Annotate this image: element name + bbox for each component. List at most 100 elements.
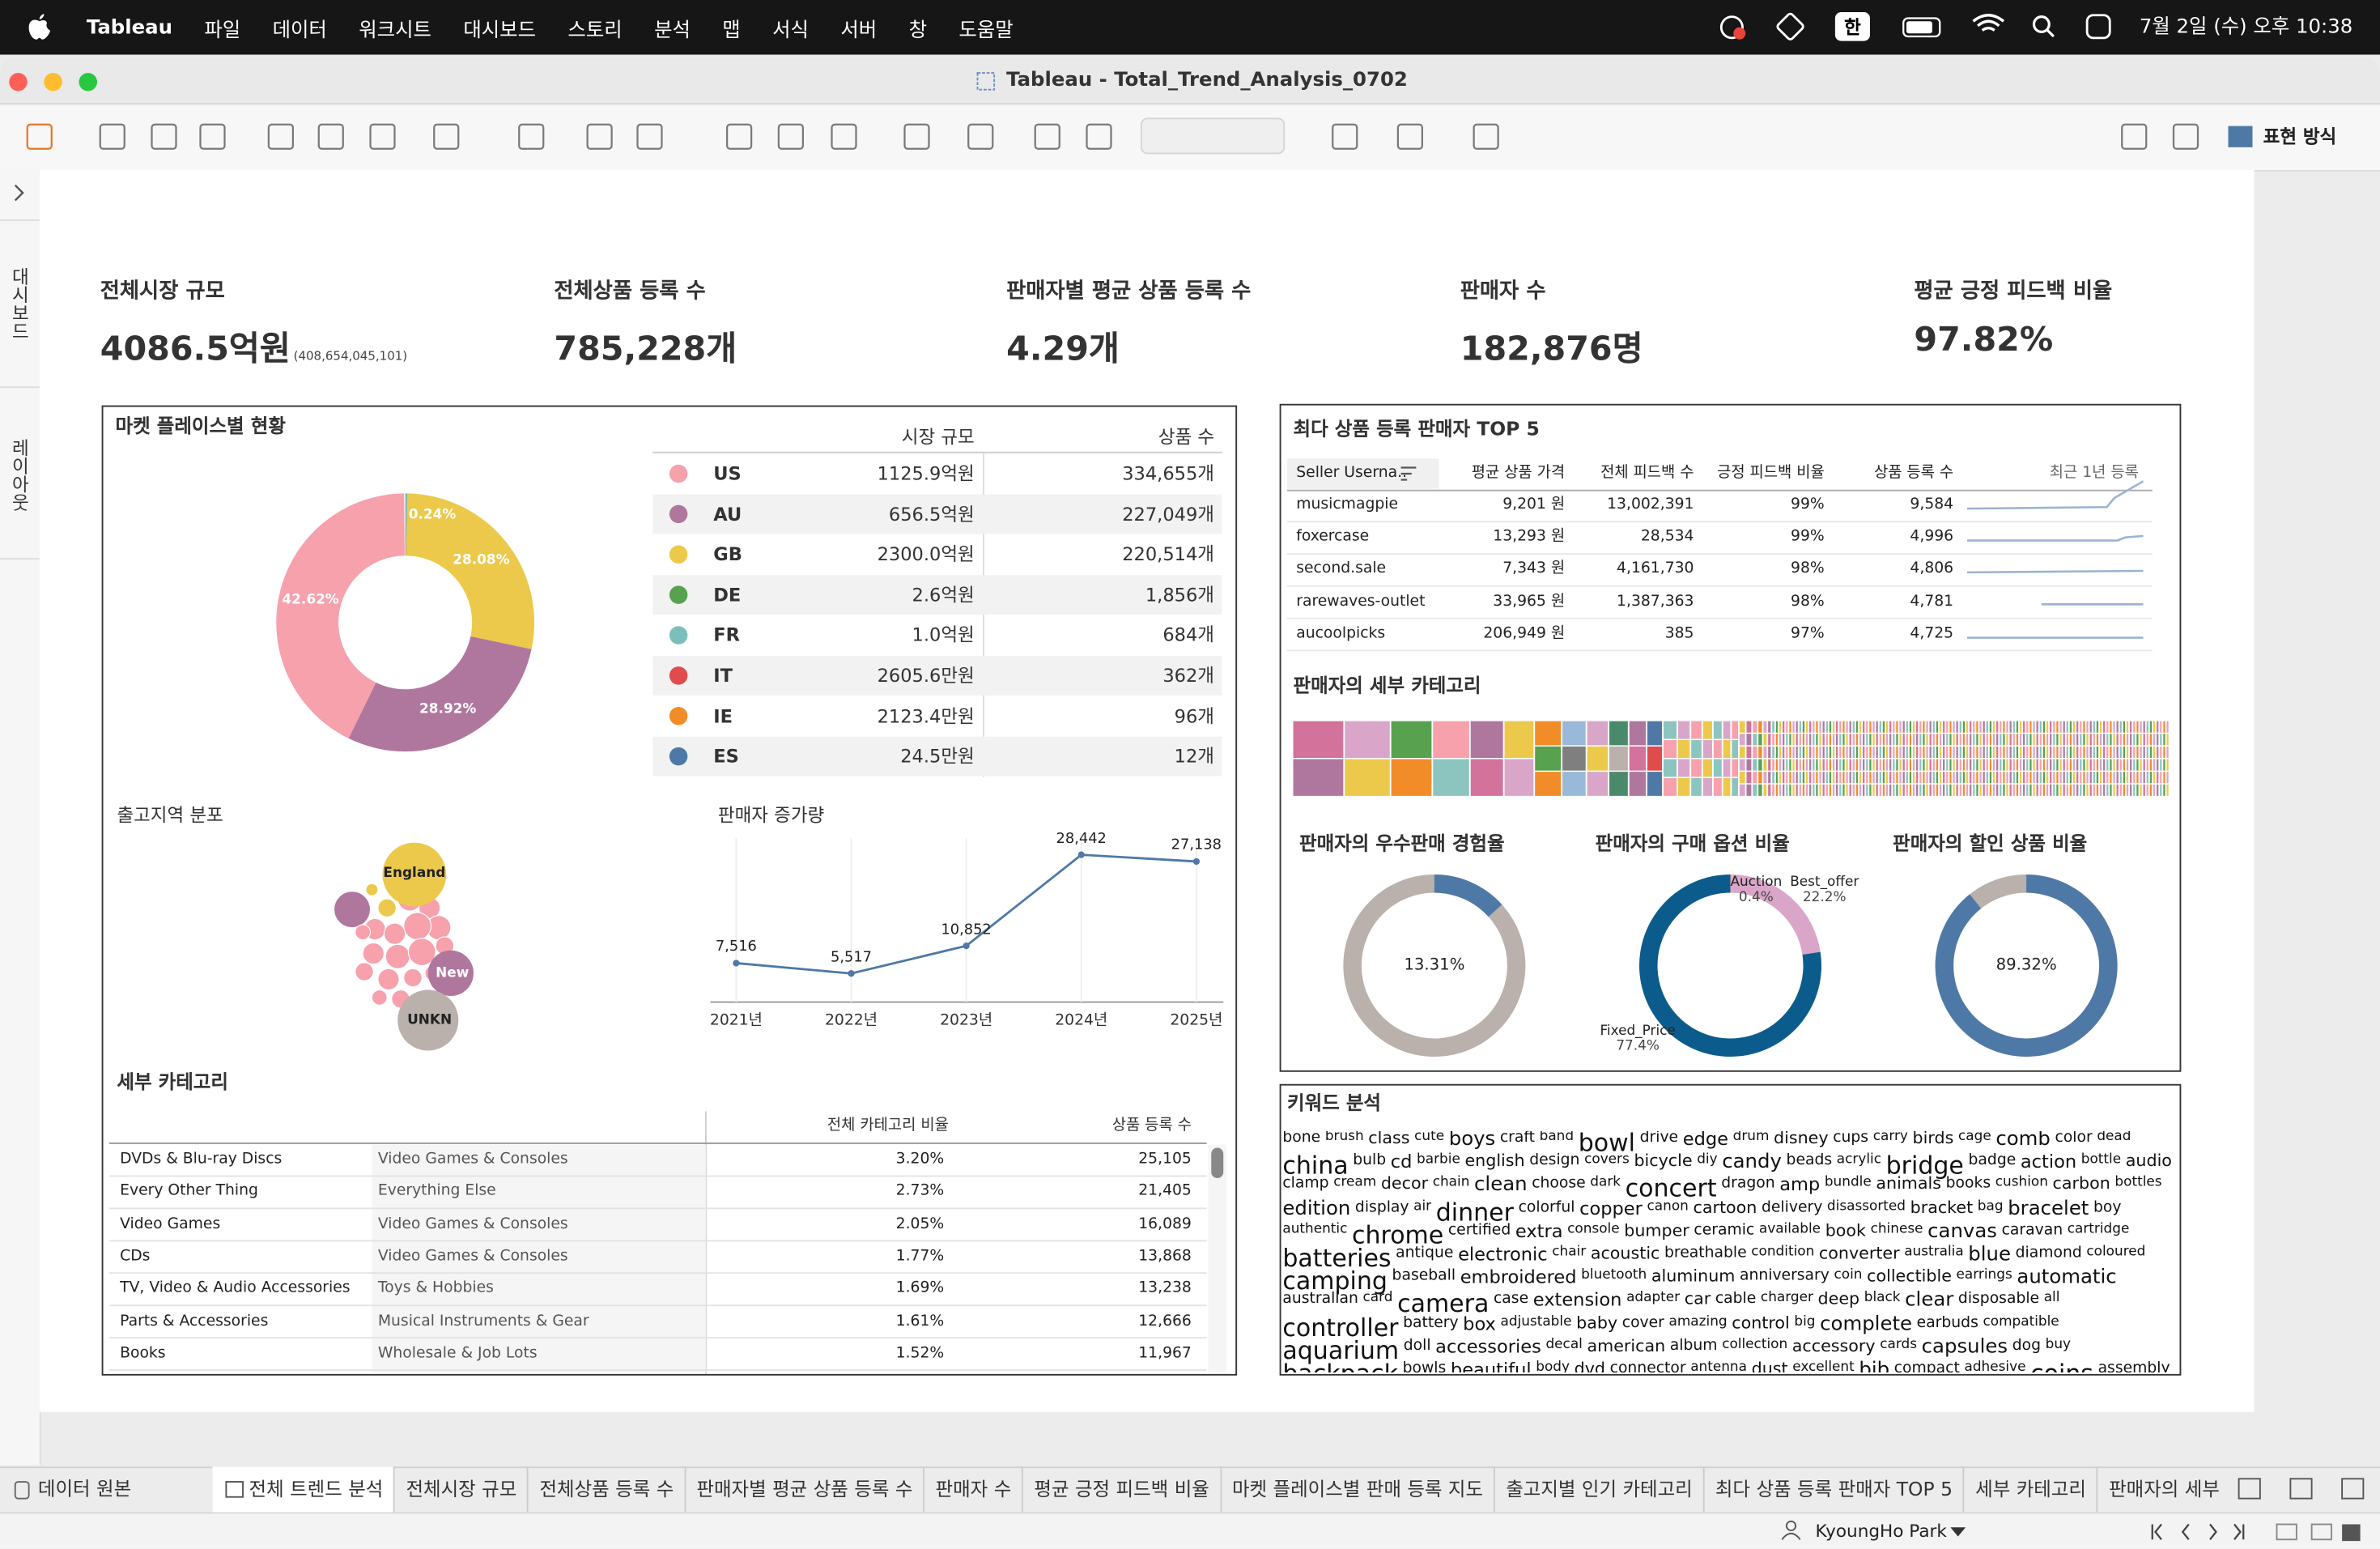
- zoom-button[interactable]: [79, 73, 97, 91]
- menu-item[interactable]: 파일: [204, 19, 241, 42]
- parent-category: Video Games & Consoles: [377, 1215, 568, 1232]
- treemap-cell: [1758, 772, 1762, 784]
- treemap-cell: [1882, 772, 1885, 784]
- close-button[interactable]: [9, 73, 28, 91]
- clock[interactable]: 7월 2일 (수) 오후 10:38: [2139, 15, 2353, 39]
- sheet-tab[interactable]: 판매자별 평균 상품 등록 수: [686, 1466, 925, 1513]
- treemap-cell: [1849, 746, 1851, 758]
- side-strip: [0, 170, 41, 1466]
- treemap-cell: [1866, 759, 1868, 771]
- treemap-cell: [1836, 734, 1838, 746]
- treemap-cell: [1889, 772, 1892, 784]
- treemap-cell: [2166, 772, 2169, 784]
- treemap-cell: [2006, 734, 2008, 746]
- treemap-cell: [1779, 734, 1782, 746]
- treemap-cell: [2126, 784, 2129, 796]
- treemap-cell: [1816, 734, 1818, 746]
- treemap-cell: [1916, 746, 1919, 758]
- treemap-cell: [1836, 721, 1838, 733]
- app-menu[interactable]: Tableau: [86, 15, 172, 39]
- sheet-tab[interactable]: 판매자 수: [924, 1466, 1024, 1513]
- minimize-button[interactable]: [44, 73, 62, 91]
- keyword: dragon: [1721, 1175, 1775, 1193]
- menu-item[interactable]: 스토리: [567, 19, 623, 42]
- sheet-tab[interactable]: 출고지별 인기 카테고리: [1495, 1466, 1705, 1513]
- treemap-cell: [1829, 721, 1832, 733]
- side-tab[interactable]: 레이아웃: [9, 438, 31, 512]
- treemap-cell: [1852, 772, 1855, 784]
- input-badge: [1834, 12, 1870, 41]
- sheet-tab[interactable]: 전체시장 규모: [395, 1466, 529, 1513]
- treemap-cell: [2093, 746, 2095, 758]
- keyword: extra: [1515, 1220, 1563, 1242]
- menu-item[interactable]: 서버: [840, 19, 878, 42]
- treemap-cell: [1739, 721, 1745, 733]
- kpi-label: 평균 긍정 피드백 비율: [1914, 279, 2113, 304]
- data-source-tab[interactable]: 데이터 원본: [37, 1476, 132, 1500]
- menu-item[interactable]: 창: [908, 19, 928, 42]
- treemap-cell: [1923, 746, 1925, 758]
- treemap-cell: [1966, 746, 1969, 758]
- sheet-tab[interactable]: 세부 카테고리: [1965, 1466, 2098, 1513]
- treemap-cell: [1796, 746, 1798, 758]
- keyword: class: [1368, 1130, 1410, 1148]
- treemap-cell: [1775, 721, 1779, 733]
- treemap-cell: [1885, 721, 1889, 733]
- treemap-cell: [1825, 759, 1828, 771]
- menu-item[interactable]: 데이터: [272, 19, 327, 42]
- keyword: control: [1732, 1312, 1790, 1333]
- treemap-cell: [2009, 721, 2012, 733]
- treemap-cell: [1839, 721, 1842, 733]
- sheet-tab[interactable]: 마켓 플레이스별 판매 등록 지도: [1222, 1466, 1496, 1513]
- search-handle: [2046, 29, 2055, 38]
- treemap-cell: [1932, 759, 1935, 771]
- user-name[interactable]: KyoungHo Park: [1815, 1520, 1947, 1542]
- treemap-cell: [2033, 784, 2035, 796]
- treemap-cell: [1899, 759, 1902, 771]
- toolbar-icon: [636, 123, 663, 150]
- menu-item[interactable]: 서식: [772, 19, 809, 42]
- treemap-cell: [1869, 734, 1872, 746]
- sheet-tab[interactable]: 판매자의 세부 카테고리: [2098, 1466, 2224, 1512]
- treemap-cell: [2080, 772, 2082, 784]
- treemap-cell: [1859, 759, 1862, 771]
- menu-item[interactable]: 대시보드: [463, 19, 537, 42]
- keyword: chrome: [1352, 1220, 1444, 1249]
- treemap-cell: [1863, 746, 1865, 758]
- sheet-tab[interactable]: 전체상품 등록 수: [529, 1466, 686, 1513]
- slice-value: 22.2%: [1802, 889, 1847, 905]
- keyword: badge: [1968, 1152, 2017, 1170]
- menu-item[interactable]: 분석: [654, 19, 691, 42]
- treemap-cell: [1872, 772, 1875, 784]
- treemap-cell: [2146, 734, 2148, 746]
- treemap-cell: [1293, 721, 1344, 758]
- treemap-cell: [1953, 734, 1955, 746]
- treemap-cell: [1792, 772, 1795, 784]
- menu-item[interactable]: 맵: [722, 19, 741, 42]
- side-tab[interactable]: 대시보드: [9, 267, 31, 340]
- toolbar-icon: [586, 123, 613, 150]
- treemap-cell: [1746, 746, 1752, 758]
- treemap-cell: [1979, 772, 1982, 784]
- treemap-cell: [2153, 784, 2156, 796]
- market-size: 656.5억원: [888, 503, 975, 525]
- keyword: animals: [1876, 1174, 1942, 1194]
- treemap-cell: [2003, 784, 2005, 796]
- treemap-cell: [2000, 721, 2002, 733]
- treemap-cell: [1855, 784, 1859, 796]
- category-share: 2.73%: [895, 1183, 945, 1200]
- menu-item[interactable]: 워크시트: [359, 19, 431, 42]
- scrollbar-thumb: [1211, 1147, 1224, 1178]
- treemap-cell: [2016, 759, 2019, 771]
- treemap-cell: [1996, 759, 1999, 771]
- treemap-cell: [1799, 734, 1801, 746]
- sheet-tab[interactable]: 평균 긍정 피드백 비율: [1023, 1466, 1222, 1513]
- bubble-label: UNKN: [407, 1013, 453, 1029]
- treemap-cell: [2123, 721, 2126, 733]
- show-me-button[interactable]: 표현 방식: [2263, 126, 2337, 147]
- treemap-cell: [1852, 734, 1855, 746]
- bubble: [427, 950, 474, 996]
- menu-item[interactable]: 도움말: [958, 19, 1014, 42]
- sheet-tab[interactable]: 최다 상품 등록 판매자 TOP 5: [1705, 1466, 1966, 1513]
